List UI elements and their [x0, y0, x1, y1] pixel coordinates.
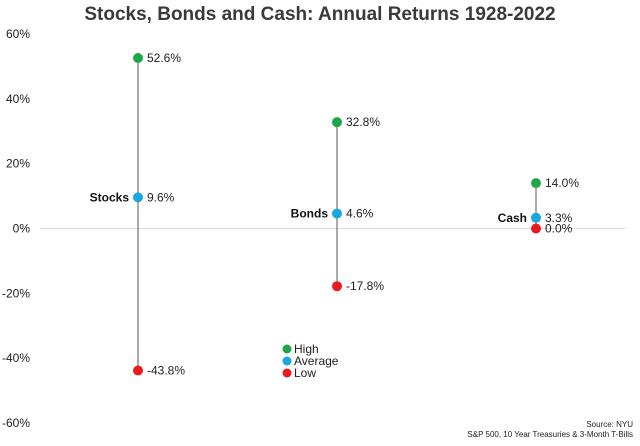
y-tick-label: -60% — [2, 416, 30, 430]
stocks-average-label: 9.6% — [147, 190, 175, 204]
source-line-2: S&P 500, 10 Year Treasuries & 3-Month T-… — [467, 430, 633, 439]
legend-high-label: High — [294, 342, 319, 356]
legend-low-label: Low — [294, 366, 316, 380]
y-axis: 60% 40% 20% 0% -20% -40% -60% — [2, 27, 625, 430]
category-label-bonds: Bonds — [291, 207, 329, 221]
cash-high-label: 14.0% — [545, 176, 579, 190]
y-tick-label: 20% — [6, 157, 30, 171]
bonds-high-label: 32.8% — [346, 115, 380, 129]
y-tick-label: 60% — [6, 27, 30, 41]
category-label-stocks: Stocks — [90, 190, 130, 204]
stocks-low-label: -43.8% — [147, 363, 185, 377]
legend-high-marker — [282, 344, 292, 354]
cash-low-label: 0.0% — [545, 222, 573, 236]
stocks-high-label: 52.6% — [147, 51, 181, 65]
stocks-high-point — [133, 52, 143, 63]
cash-average-point — [531, 212, 541, 223]
source-line-1: Source: NYU — [586, 420, 633, 429]
y-tick-label: 0% — [13, 222, 31, 236]
cash-low-point — [531, 223, 541, 234]
cash-high-point — [531, 178, 541, 189]
y-tick-label: -20% — [2, 286, 30, 300]
legend-average-label: Average — [294, 354, 339, 368]
bonds-low-label: -17.8% — [346, 279, 384, 293]
cash-average-label: 3.3% — [545, 211, 573, 225]
legend-low-marker — [282, 368, 292, 378]
bonds-average-label: 4.6% — [346, 207, 374, 221]
bonds-average-point — [332, 208, 342, 219]
data-points: 52.6% 32.8% 14.0% 9.6% 4.6% 3.3% -43.8% -17.8% 0… — [90, 51, 580, 377]
bonds-high-point — [332, 117, 342, 128]
chart-title: Stocks, Bonds and Cash: Annual Returns 1… — [84, 4, 555, 25]
stocks-average-point — [133, 192, 143, 203]
category-label-cash: Cash — [498, 211, 527, 225]
y-tick-label: 40% — [6, 92, 30, 106]
y-tick-label: -40% — [2, 351, 30, 365]
legend-average-marker — [282, 356, 292, 366]
bonds-low-point — [332, 281, 342, 292]
stocks-low-point — [133, 365, 143, 376]
